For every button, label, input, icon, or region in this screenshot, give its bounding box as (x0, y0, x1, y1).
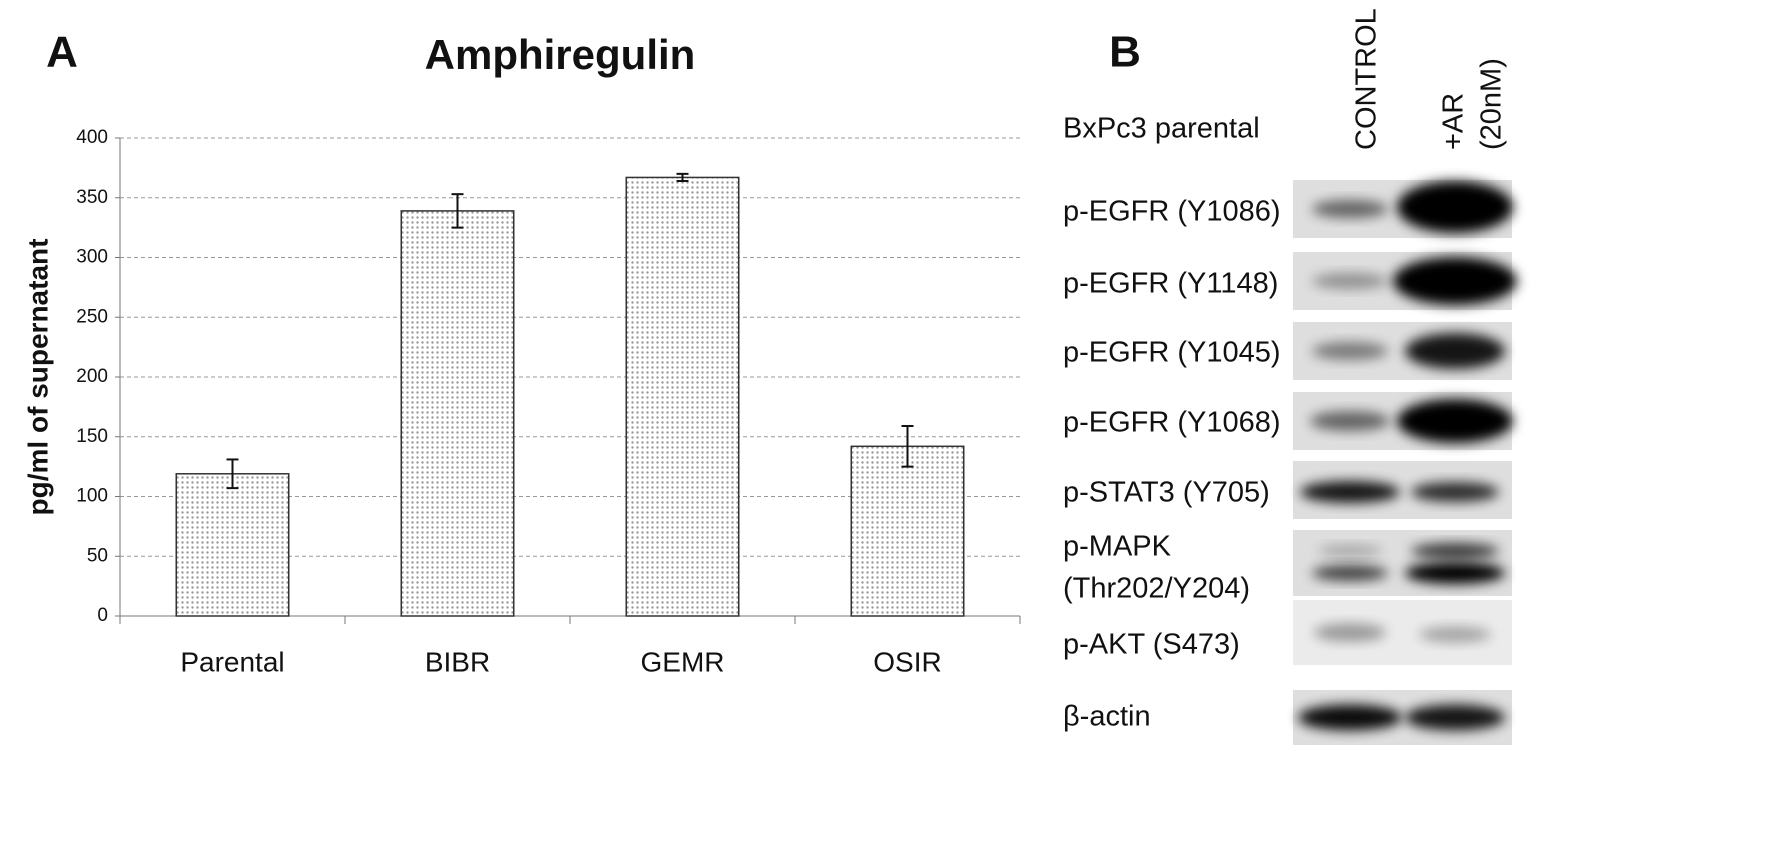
y-tick-label: 50 (87, 545, 108, 566)
blot-strip (1293, 690, 1512, 745)
blot-strip (1293, 180, 1513, 238)
bar (850, 445, 965, 617)
y-tick-label: 250 (76, 306, 108, 327)
blot-band (1397, 399, 1513, 443)
error-bar (676, 172, 689, 183)
row-label: p-MAPK (1063, 531, 1172, 563)
error-bar (451, 193, 464, 229)
chart-title: Amphiregulin (425, 31, 696, 78)
blot-band (1300, 481, 1400, 503)
y-tick-label: 100 (76, 486, 108, 507)
row-label: p-EGFR (Y1148) (1063, 268, 1278, 300)
row-label: (Thr202/Y204) (1063, 573, 1250, 605)
blot-band (1397, 181, 1513, 233)
blot-strip (1293, 252, 1517, 310)
row-label: p-EGFR (Y1086) (1063, 196, 1281, 228)
panel-label: A (46, 28, 78, 77)
blot-band (1419, 626, 1491, 643)
blot-band (1312, 200, 1388, 218)
blot-band (1393, 257, 1517, 305)
blot-strip (1293, 530, 1512, 596)
y-tick-label: 400 (76, 127, 108, 148)
bar (400, 210, 515, 617)
blot-band (1405, 704, 1505, 731)
y-tick-label: 300 (76, 247, 108, 268)
error-bar (226, 458, 239, 490)
y-tick-label: 150 (76, 426, 108, 447)
blot-band (1314, 623, 1386, 642)
blot-strip (1293, 600, 1512, 665)
blot-band (1312, 342, 1388, 360)
row-label: p-AKT (S473) (1063, 629, 1240, 661)
x-tick-label: GEMR (641, 646, 725, 677)
y-tick-label: 200 (76, 366, 108, 387)
blot-band (1318, 545, 1382, 557)
row-label: p-EGFR (Y1068) (1063, 407, 1281, 439)
column-label: +AR (1438, 93, 1470, 150)
x-tick-label: OSIR (873, 646, 941, 677)
column-label: (20nM) (1476, 58, 1508, 150)
error-bar (901, 424, 914, 468)
blot-strip (1293, 461, 1512, 519)
cell-line-label: BxPc3 parental (1063, 113, 1260, 145)
column-label: CONTROL (1351, 8, 1383, 150)
blot-band (1310, 411, 1390, 431)
bar (175, 473, 290, 617)
y-axis-label: pg/ml of supernatant (22, 239, 53, 516)
blot-background (1293, 530, 1512, 596)
blot-band (1405, 333, 1505, 369)
panel-label: B (1109, 28, 1141, 77)
row-label: p-EGFR (Y1045) (1063, 337, 1281, 369)
row-label: p-STAT3 (Y705) (1063, 477, 1270, 509)
blot-strip (1293, 392, 1513, 450)
blot-band (1411, 482, 1499, 502)
blot-band (1411, 543, 1499, 559)
blot-band (1312, 565, 1388, 581)
blot-band (1312, 273, 1388, 289)
blot-band (1298, 704, 1402, 731)
y-tick-label: 0 (97, 605, 108, 626)
x-tick-label: BIBR (425, 646, 490, 677)
bar (625, 176, 740, 617)
blot-strip (1293, 322, 1512, 380)
row-label: β-actin (1063, 701, 1151, 733)
y-tick-label: 350 (76, 187, 108, 208)
blot-band (1405, 562, 1505, 584)
x-tick-label: Parental (180, 646, 284, 677)
